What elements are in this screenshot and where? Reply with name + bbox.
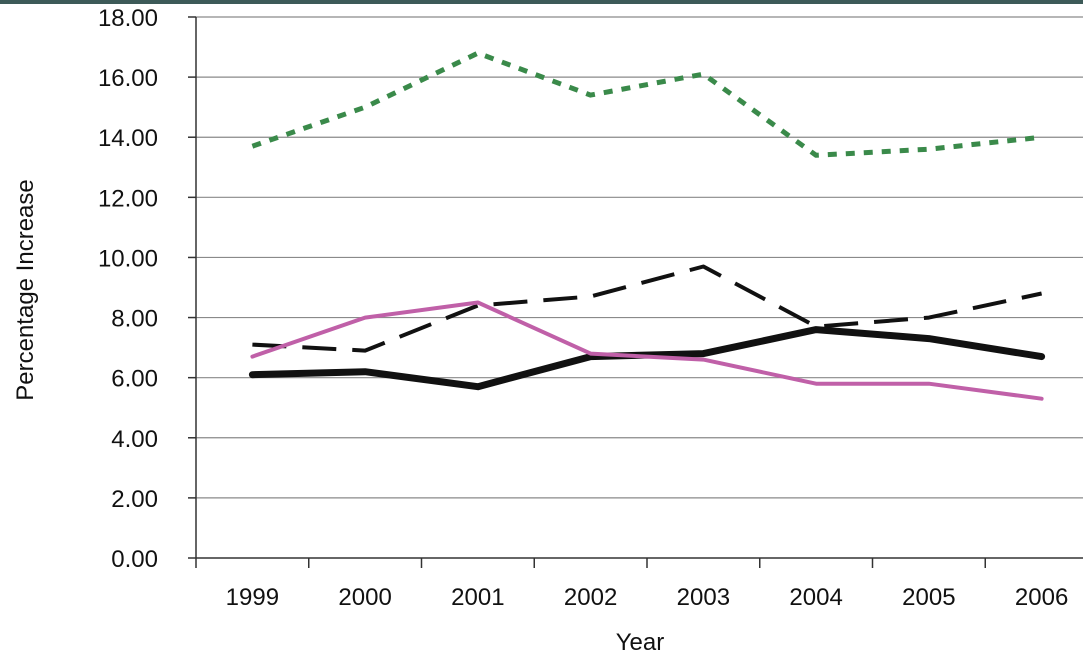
x-tick-label: 2000 [338, 584, 391, 611]
x-tick-label: 2002 [564, 584, 617, 611]
x-tick-label: 1999 [226, 584, 279, 611]
y-tick-label: 6.00 [111, 366, 158, 393]
y-axis-title: Percentage Increase [12, 179, 39, 400]
axes [188, 16, 1083, 568]
y-tick-label: 2.00 [111, 486, 158, 513]
x-axis-title: Year [616, 629, 665, 655]
x-tick-label: 2006 [1015, 584, 1068, 611]
series-line-1 [251, 50, 1042, 158]
y-tick-label: 4.00 [111, 426, 158, 453]
y-tick-label: 0.00 [111, 546, 158, 573]
x-tick-labels: 1999 2000 2001 2002 2003 2004 2005 2006 [226, 584, 1069, 611]
y-tick-label: 12.00 [98, 185, 158, 212]
y-tick-labels: 0.00 2.00 4.00 6.00 8.00 10.00 12.00 14.00 16.00… [98, 5, 158, 573]
series-line-2 [252, 264, 1043, 353]
x-tick-label: 2003 [677, 584, 730, 611]
series-lines [248, 50, 1046, 401]
top-border-bar [0, 0, 1083, 4]
y-tick-label: 14.00 [98, 125, 158, 152]
y-tick-label: 16.00 [98, 65, 158, 92]
x-tick-label: 2005 [902, 584, 955, 611]
grid-lines [196, 16, 1083, 499]
x-tick-label: 2004 [789, 584, 842, 611]
series-line-4 [250, 300, 1044, 401]
y-tick-label: 18.00 [98, 5, 158, 32]
y-tick-label: 8.00 [111, 306, 158, 333]
x-tick-label: 2001 [451, 584, 504, 611]
y-tick-label: 10.00 [98, 245, 158, 272]
